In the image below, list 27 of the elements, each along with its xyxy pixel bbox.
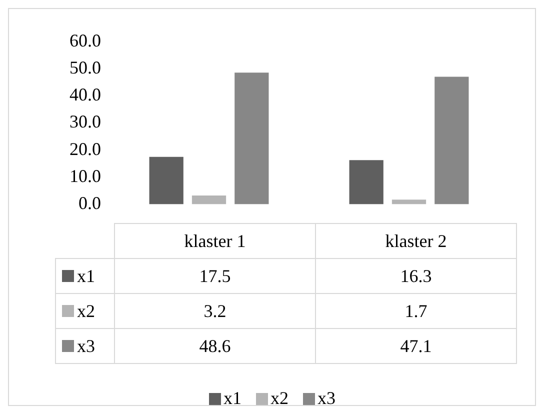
- y-tick-label: 30.0: [70, 112, 101, 132]
- text: x3: [77, 336, 95, 356]
- bar: [149, 156, 184, 204]
- text: x1: [224, 388, 242, 408]
- x-tick-label: klaster 2: [316, 224, 516, 258]
- x-tick-label: klaster 1: [114, 224, 316, 258]
- legend-label: x3: [318, 388, 336, 409]
- y-tick-label: 50.0: [70, 58, 101, 78]
- y-tick-label: 60.0: [70, 30, 101, 51]
- bar: [234, 72, 269, 204]
- legend-label: x1: [77, 266, 95, 286]
- bar: [392, 200, 426, 204]
- data-label: 17.5: [114, 258, 316, 294]
- y-tick-label: 0.0: [78, 192, 101, 213]
- bar: [349, 160, 384, 204]
- data-label: 16.3: [316, 258, 516, 294]
- data-label: 1.7: [316, 294, 516, 328]
- bar: [434, 76, 469, 204]
- legend-label: x2: [77, 300, 95, 320]
- bar: [192, 196, 226, 204]
- data-label: 48.6: [114, 328, 316, 364]
- y-tick-label: 10.0: [70, 166, 101, 186]
- data-label: 47.1: [316, 328, 516, 364]
- text: x2: [270, 388, 288, 408]
- data-label: 3.2: [114, 294, 316, 328]
- y-tick-label: 40.0: [70, 84, 101, 105]
- y-tick-label: 20.0: [70, 138, 101, 159]
